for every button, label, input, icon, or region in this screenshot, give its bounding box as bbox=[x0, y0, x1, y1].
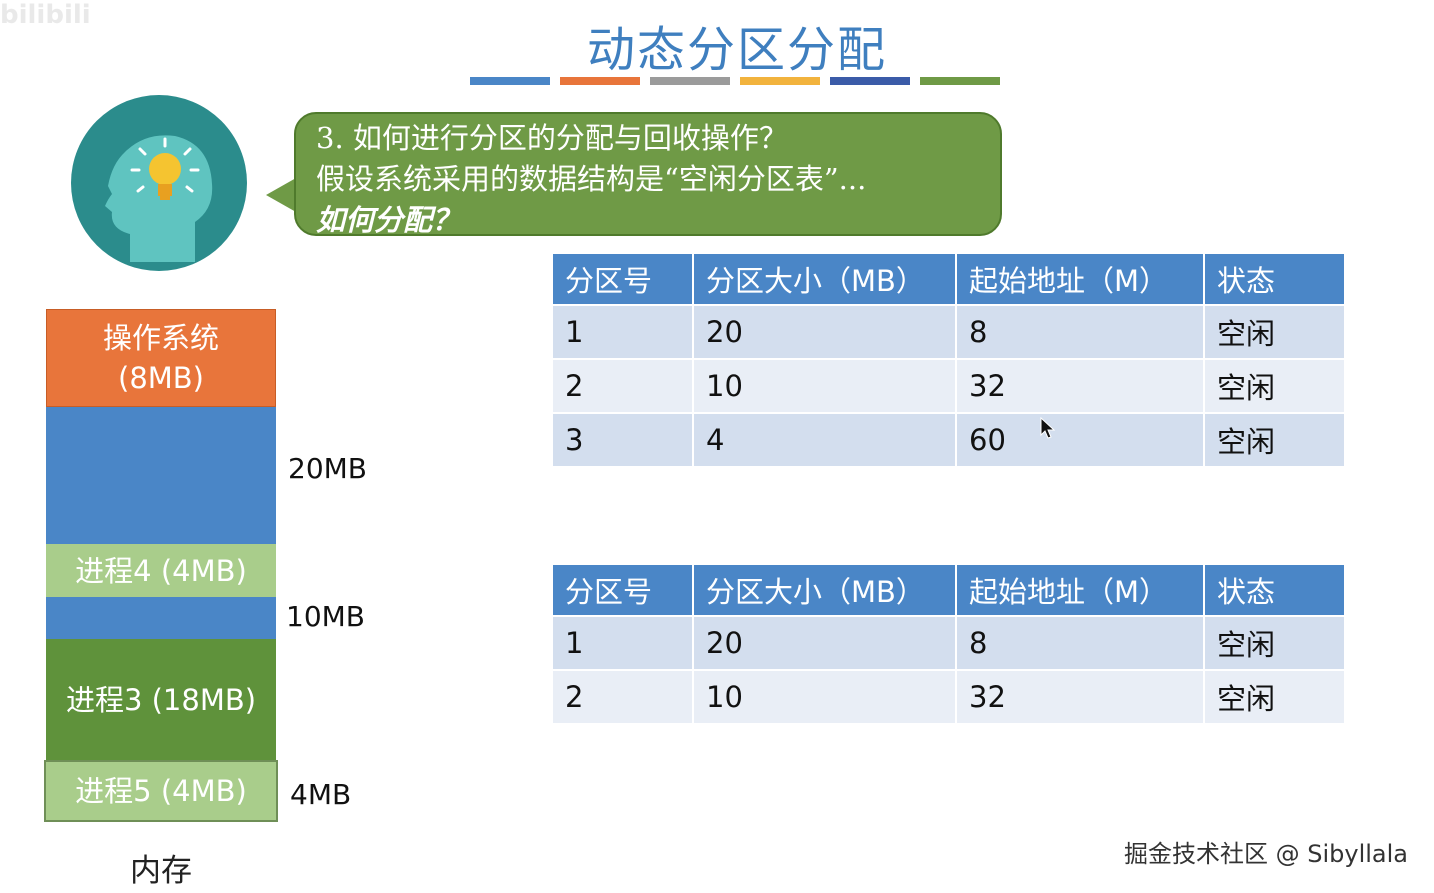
header-status: 状态 bbox=[1205, 565, 1344, 615]
memory-block-os: 操作系统 (8MB) bbox=[46, 309, 276, 407]
cell-partition-size: 20 bbox=[694, 306, 955, 358]
stripe-2 bbox=[560, 77, 640, 85]
process-3-label: 进程3 (18MB) bbox=[65, 682, 257, 717]
process-4-label: 进程4 (4MB) bbox=[75, 553, 247, 588]
header-start-address: 起始地址（M） bbox=[957, 254, 1203, 304]
cell-partition-size: 20 bbox=[694, 617, 955, 669]
os-name: 操作系统 bbox=[102, 321, 219, 355]
os-size: (8MB) bbox=[118, 361, 204, 395]
table-header-row: 分区号 分区大小（MB） 起始地址（M） 状态 bbox=[553, 565, 1344, 615]
table-row: 2 10 32 空闲 bbox=[553, 671, 1344, 723]
cell-start-address: 60 bbox=[957, 414, 1203, 466]
cell-partition-number: 1 bbox=[553, 306, 692, 358]
cell-status: 空闲 bbox=[1205, 360, 1344, 412]
table-row: 1 20 8 空闲 bbox=[553, 306, 1344, 358]
memory-caption: 内存 bbox=[130, 853, 192, 889]
free-size-label-1: 20MB bbox=[288, 452, 367, 485]
header-partition-number: 分区号 bbox=[553, 254, 692, 304]
cell-partition-number: 2 bbox=[553, 671, 692, 723]
cell-start-address: 8 bbox=[957, 306, 1203, 358]
table-row: 1 20 8 空闲 bbox=[553, 617, 1344, 669]
stripe-4 bbox=[740, 77, 820, 85]
speech-bubble: 3. 如何进行分区的分配与回收操作？ 假设系统采用的数据结构是“空闲分区表”..… bbox=[294, 112, 1002, 237]
table-row: 3 4 60 空闲 bbox=[553, 414, 1344, 466]
header-start-address: 起始地址（M） bbox=[957, 565, 1203, 615]
table-header-row: 分区号 分区大小（MB） 起始地址（M） 状态 bbox=[553, 254, 1344, 304]
free-partition-table-before: 分区号 分区大小（MB） 起始地址（M） 状态 1 20 8 空闲 2 10 3… bbox=[551, 252, 1346, 468]
bilibili-watermark: bilibili bbox=[0, 0, 91, 30]
cell-partition-number: 3 bbox=[553, 414, 692, 466]
header-partition-number: 分区号 bbox=[553, 565, 692, 615]
bubble-question: 如何分配？ bbox=[316, 203, 462, 237]
memory-free-block-2 bbox=[46, 597, 276, 639]
cell-start-address: 32 bbox=[957, 671, 1203, 723]
memory-block-process-5: 进程5 (4MB) bbox=[44, 760, 278, 822]
stripe-5 bbox=[830, 77, 910, 85]
memory-block-process-3: 进程3 (18MB) bbox=[46, 639, 276, 760]
stripe-1 bbox=[470, 77, 550, 85]
cell-status: 空闲 bbox=[1205, 414, 1344, 466]
cell-partition-size: 4 bbox=[694, 414, 955, 466]
cell-partition-number: 1 bbox=[553, 617, 692, 669]
slide-title: 动态分区分配 bbox=[586, 22, 887, 78]
memory-block-process-4: 进程4 (4MB) bbox=[46, 544, 276, 597]
cell-start-address: 8 bbox=[957, 617, 1203, 669]
free-partition-table-after: 分区号 分区大小（MB） 起始地址（M） 状态 1 20 8 空闲 2 10 3… bbox=[551, 563, 1346, 725]
free-size-label-2: 10MB bbox=[286, 600, 365, 633]
speech-bubble-tail bbox=[266, 178, 296, 212]
header-partition-size: 分区大小（MB） bbox=[694, 254, 955, 304]
free-size-label-3: 4MB bbox=[290, 778, 352, 811]
cell-partition-number: 2 bbox=[553, 360, 692, 412]
process-5-label: 进程5 (4MB) bbox=[75, 774, 247, 808]
bubble-line-1: 3. 如何进行分区的分配与回收操作？ bbox=[316, 121, 788, 155]
stripe-6 bbox=[920, 77, 1000, 85]
cell-start-address: 32 bbox=[957, 360, 1203, 412]
memory-free-block-1 bbox=[46, 407, 276, 544]
mouse-cursor-icon bbox=[1040, 417, 1056, 439]
bubble-line-2: 假设系统采用的数据结构是“空闲分区表”... bbox=[316, 162, 867, 196]
cell-partition-size: 10 bbox=[694, 671, 955, 723]
header-partition-size: 分区大小（MB） bbox=[694, 565, 955, 615]
table-row: 2 10 32 空闲 bbox=[553, 360, 1344, 412]
stripe-3 bbox=[650, 77, 730, 85]
thinking-head-icon bbox=[71, 95, 247, 271]
cell-status: 空闲 bbox=[1205, 617, 1344, 669]
cell-status: 空闲 bbox=[1205, 306, 1344, 358]
header-status: 状态 bbox=[1205, 254, 1344, 304]
site-watermark: 掘金技术社区 @ Sibyllala bbox=[1123, 840, 1408, 868]
cell-status: 空闲 bbox=[1205, 671, 1344, 723]
cell-partition-size: 10 bbox=[694, 360, 955, 412]
